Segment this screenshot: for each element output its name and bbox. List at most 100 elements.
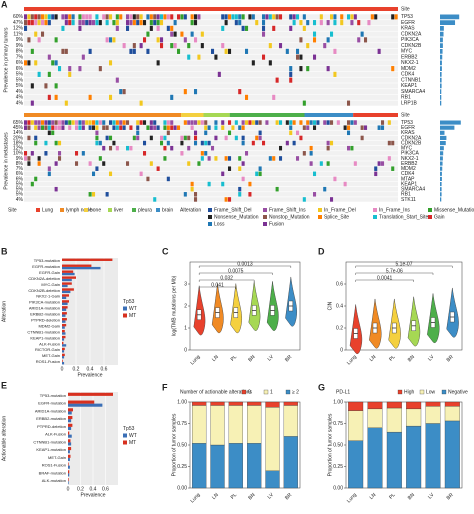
oncoprint-cell — [61, 48, 65, 54]
row-bg — [24, 120, 398, 125]
oncoprint-cell — [54, 94, 58, 100]
oncoprint-cell — [30, 120, 34, 125]
oncoprint-cell — [163, 14, 167, 20]
bar-segment — [210, 444, 225, 489]
bar — [62, 314, 66, 317]
legend-label: Low — [426, 389, 436, 395]
oncoprint-cell — [194, 37, 198, 43]
oncoprint-cell — [47, 120, 51, 125]
oncoprint-cell — [146, 176, 150, 182]
oncoprint-cell — [112, 125, 116, 130]
x-tick-label: 0.6 — [102, 486, 109, 492]
row-bg — [24, 94, 398, 100]
oncoprint-cell — [41, 31, 45, 37]
oncoprint-cell — [224, 20, 228, 26]
oncoprint-cell — [149, 120, 153, 125]
oncoprint-cell — [88, 161, 92, 166]
legend-label: Loss — [214, 221, 225, 227]
bar-segment — [265, 407, 280, 471]
oncoprint-cell — [224, 135, 228, 141]
oncoprint-cell — [353, 14, 357, 20]
bracket — [198, 272, 273, 275]
oncoprint-cell — [129, 20, 133, 26]
bar — [62, 353, 65, 357]
oncoprint-cell — [268, 60, 272, 66]
oncoprint-cell — [265, 14, 269, 20]
oncoprint-cell — [241, 140, 245, 146]
oncoprint-cell — [214, 120, 218, 125]
prevalence-bar — [440, 192, 442, 197]
bar-segment — [348, 401, 364, 411]
oncoprint-cell — [166, 130, 170, 136]
legend-title: Alteration — [180, 207, 201, 213]
oncoprint-cell — [319, 161, 323, 166]
bar — [62, 272, 75, 276]
oncoprint-cell — [258, 171, 262, 177]
oncoprint-cell — [200, 31, 204, 37]
x-tick-label: BR — [284, 492, 293, 501]
p-value: 5.1e-07 — [396, 261, 413, 267]
gene-label: MYC — [401, 146, 413, 152]
y-tick-label: 0 — [340, 347, 343, 353]
oncoprint-cell — [381, 125, 385, 130]
oncoprint-cell — [44, 83, 48, 89]
oncoprint-cell — [166, 125, 170, 130]
gene-label: EGFR — [401, 20, 415, 26]
bar-segment — [210, 405, 225, 446]
row-bg — [24, 20, 398, 26]
prevalence-label: 45% — [13, 125, 24, 131]
oncoprint-cell — [115, 25, 119, 31]
prevalence-label: 7% — [16, 166, 24, 172]
bar — [62, 306, 68, 309]
oncoprint-cell — [289, 14, 293, 20]
prevalence-bar — [440, 95, 442, 100]
oncoprint-cell — [391, 166, 395, 171]
oncoprint-cell — [275, 120, 279, 125]
oncoprint-cell — [197, 161, 201, 166]
panel-label: C — [162, 246, 169, 256]
oncoprint-cell — [387, 120, 391, 125]
oncoprint-cell — [163, 120, 167, 125]
bar-segment — [386, 401, 402, 409]
plot-bg — [189, 401, 301, 489]
oncoprint-cell — [160, 135, 164, 141]
legend-label: Nonsense_Mutation — [214, 214, 259, 220]
oncoprint-cell — [47, 20, 51, 26]
oncoprint-cell — [102, 145, 106, 151]
gene-label: CDK4 — [401, 171, 415, 177]
oncoprint-cell — [81, 54, 85, 60]
oncoprint-cell — [27, 135, 31, 141]
row-bg — [24, 25, 398, 31]
oncoprint-cell — [24, 60, 28, 66]
oncoprint-cell — [27, 14, 31, 20]
y-tick-label: 0.00 — [177, 485, 187, 491]
site-track — [24, 113, 182, 117]
oncoprint-cell — [119, 120, 123, 125]
bar-segment — [444, 401, 460, 407]
p-value: 5.7e-06 — [386, 268, 403, 274]
oncoprint-cell — [333, 71, 337, 77]
bar-segment — [386, 407, 402, 433]
oncoprint-cell — [302, 151, 306, 156]
oncoprint-cell — [238, 192, 242, 197]
y-tick-label: ARID1A-mutation — [29, 306, 60, 311]
oncoprint-cell — [51, 125, 55, 130]
gene-label: PIK3CA — [401, 37, 419, 43]
legend-swatch — [428, 208, 432, 212]
oncoprint-cell — [319, 20, 323, 26]
oncoprint-cell — [262, 140, 266, 146]
oncoprint-cell — [180, 14, 184, 20]
x-tick-label: Lung — [346, 354, 358, 366]
bar-segment — [386, 431, 402, 489]
oncoprint-cell — [347, 130, 351, 136]
oncoprint-cell — [58, 151, 62, 156]
row-bg — [24, 43, 398, 49]
oncoprint-cell — [221, 125, 225, 130]
gene-label: MTAP — [401, 176, 415, 182]
prevalence-label: 20% — [13, 135, 24, 141]
oncoprint-cell — [323, 43, 327, 49]
legend-title: Number of actionable alterations — [180, 389, 252, 395]
oncoprint-cell — [228, 130, 232, 136]
oncoprint-cell — [149, 25, 153, 31]
oncoprint-cell — [251, 14, 255, 20]
